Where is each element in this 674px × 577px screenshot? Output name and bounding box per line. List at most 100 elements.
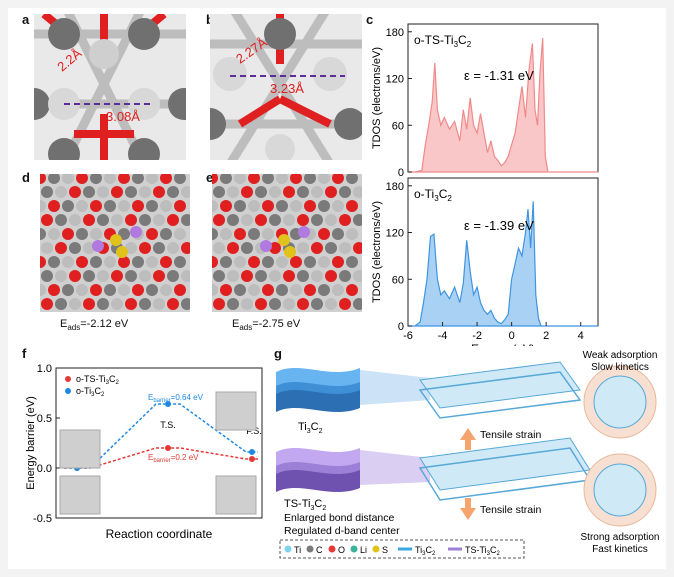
lattice-atom [111, 214, 123, 226]
x-tick-label: -2 [472, 330, 482, 342]
legend-atom-label: Ti [294, 545, 301, 555]
lattice-atom [104, 284, 116, 296]
lattice-atom [90, 200, 102, 212]
lattice-atom [227, 270, 239, 282]
lattice-atom [332, 174, 344, 184]
lattice-atom [69, 186, 81, 198]
lattice-atom [153, 186, 165, 198]
legend-atom-marker [306, 545, 314, 553]
lattice-atom [290, 174, 302, 184]
lattice-atom [55, 242, 67, 254]
lattice-atom [255, 186, 267, 198]
lattice-atom [339, 242, 351, 254]
lattice-atom [227, 242, 239, 254]
energy-x-axis-label: Reaction coordinate [106, 527, 213, 541]
lattice-atom [132, 256, 144, 268]
lattice-atom [346, 228, 358, 240]
lattice-atom [241, 298, 253, 310]
ts-ti3c2-label: TS-Ti3C2 [284, 498, 326, 512]
lattice-atom [248, 228, 260, 240]
lattice-atom [181, 186, 190, 198]
lattice-atom [213, 298, 225, 310]
energy-y-axis-label: Energy barrier (eV) [25, 396, 37, 490]
s-atom [116, 246, 128, 258]
lattice-atom [146, 284, 158, 296]
lattice-atom [167, 298, 179, 310]
lattice-atom [325, 298, 337, 310]
y-tick-label: 1.0 [37, 363, 52, 375]
lattice-atom [255, 298, 267, 310]
panel-e-eads: Eads=-2.75 eV [232, 318, 301, 333]
dos-x-axis-label: Energy (eV) [471, 342, 535, 346]
legend-ts-label: TS-Ti3C2 [465, 545, 501, 557]
lattice-atom [90, 228, 102, 240]
lattice-atom [262, 174, 274, 184]
lattice-atom [262, 228, 274, 240]
lattice-atom [153, 270, 165, 282]
lattice-atom [332, 256, 344, 268]
lattice-atom [125, 270, 137, 282]
lattice-atom [297, 186, 309, 198]
lattice-atom [76, 284, 88, 296]
lattice-atom [62, 256, 74, 268]
lattice-atom [104, 256, 116, 268]
y-tick-label: 120 [386, 228, 404, 240]
lattice-atom [41, 298, 53, 310]
lattice-atom [332, 228, 344, 240]
panel-b-distance-label: 3.23Å [270, 81, 304, 96]
lattice-atom [269, 214, 281, 226]
lattice-atom [325, 270, 337, 282]
legend-atom-label: S [382, 545, 388, 555]
lattice-atom [146, 228, 158, 240]
lattice-atom [212, 228, 218, 240]
legend-ti3c2-label: Ti3C2 [415, 545, 436, 557]
lattice-atom [160, 284, 172, 296]
lattice-atom [76, 174, 88, 184]
lattice-atom [55, 270, 67, 282]
lattice-atom [234, 200, 246, 212]
lattice-atom [139, 270, 151, 282]
lattice-atom [83, 298, 95, 310]
lattice-atom [146, 174, 158, 184]
lattice-atom [325, 214, 337, 226]
lattice-atom [181, 242, 190, 254]
lattice-atom [234, 228, 246, 240]
lattice-atom [318, 174, 330, 184]
panel-d-structure [40, 174, 190, 312]
lattice-atom [40, 256, 46, 268]
lattice-atom [212, 174, 218, 184]
lattice-atom [213, 270, 225, 282]
lattice-atom [325, 242, 337, 254]
x-tick-label: 0 [509, 330, 515, 342]
lattice-atom [283, 270, 295, 282]
lattice-atom [69, 242, 81, 254]
panel-label-a: a [22, 12, 30, 27]
lattice-atom [276, 174, 288, 184]
dos-area [408, 201, 598, 327]
weak-adsorption-label: Weak adsorption [583, 350, 658, 361]
lattice-atom [97, 214, 109, 226]
lattice-atom [353, 214, 362, 226]
panel-label-b: b [206, 12, 214, 27]
dos-area [408, 37, 598, 173]
lattice-atom [346, 256, 358, 268]
lattice-atom [132, 284, 144, 296]
lattice-atom [41, 214, 53, 226]
lattice-atom [262, 200, 274, 212]
d-band-center-label: ε = -1.39 eV [464, 218, 534, 233]
lattice-atom [97, 270, 109, 282]
panel-b-structure: 2.27Å 3.23Å [210, 14, 362, 160]
lattice-atom [62, 228, 74, 240]
lattice-atom [339, 270, 351, 282]
lattice-atom [160, 256, 172, 268]
panel-e-lattice [212, 174, 362, 310]
lattice-atom [318, 256, 330, 268]
lattice-atom [255, 270, 267, 282]
lattice-atom [146, 200, 158, 212]
lattice-atom [311, 270, 323, 282]
legend-atom-marker [328, 545, 336, 553]
legend-marker [65, 388, 71, 394]
state-structure-thumbnail [59, 429, 101, 469]
lattice-atom [41, 186, 53, 198]
lattice-atom [297, 242, 309, 254]
